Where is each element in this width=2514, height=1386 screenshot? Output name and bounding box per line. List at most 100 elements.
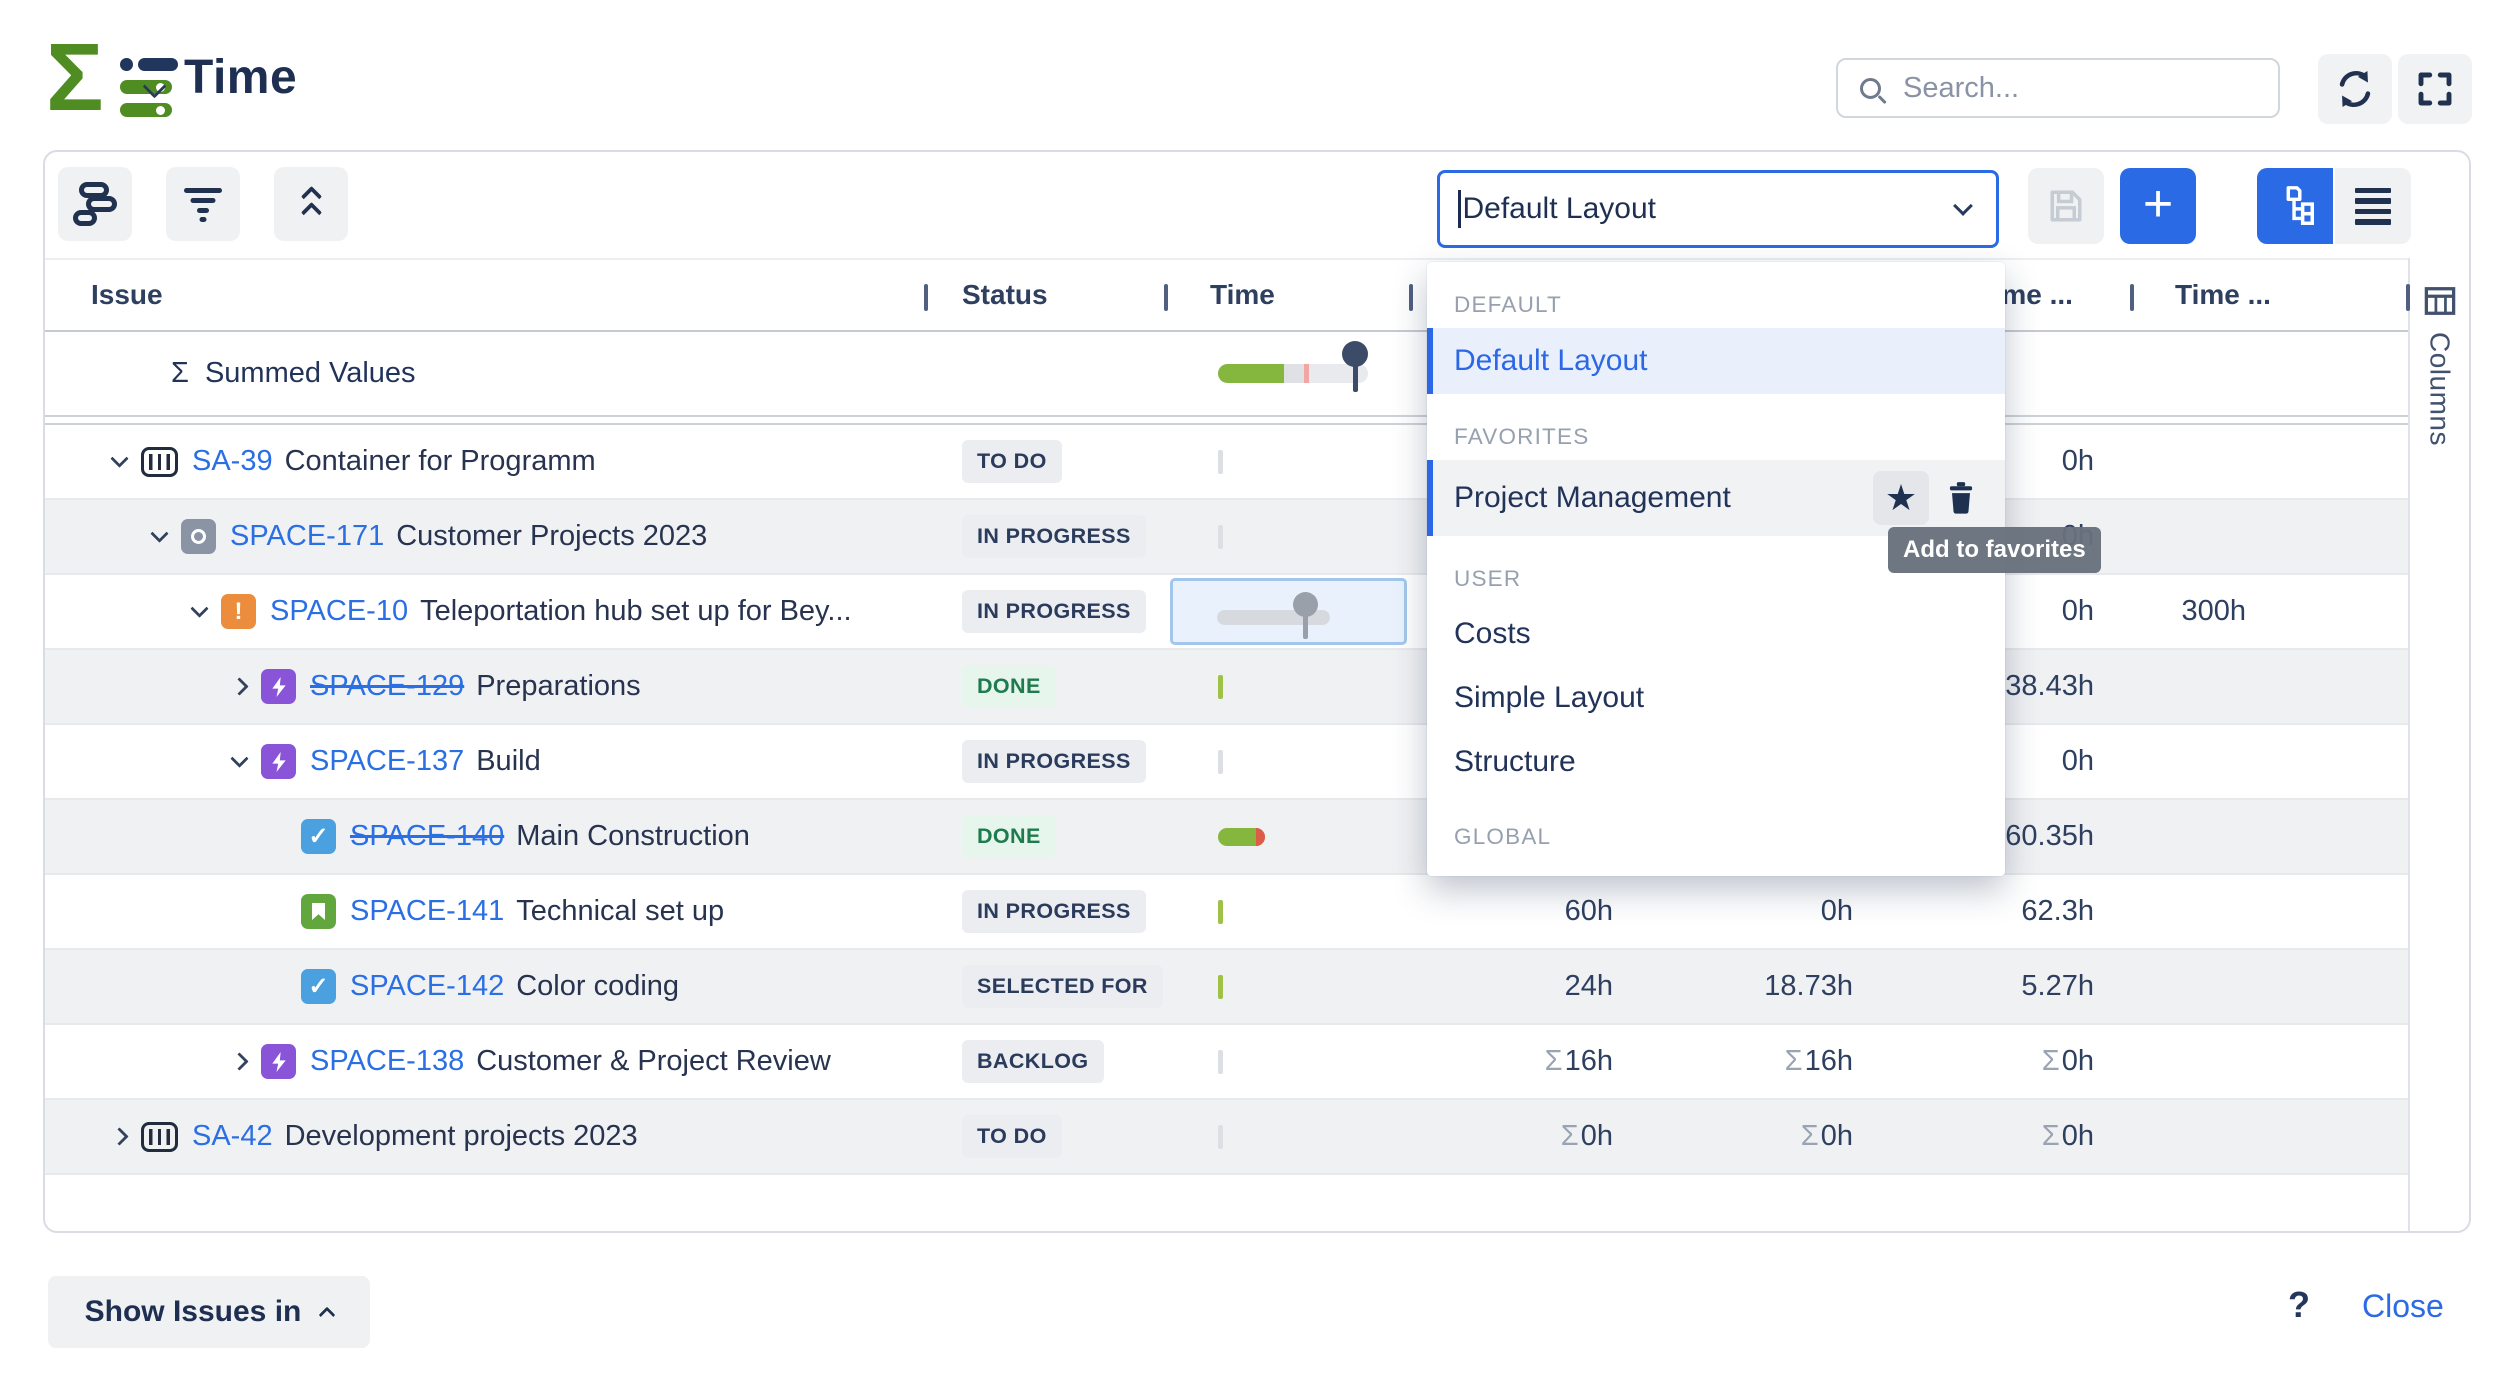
check-issue-type-icon: ✓ [301,969,336,1004]
chevron-down-icon[interactable] [217,749,261,768]
menu-section-label: FAVORITES [1454,424,1590,449]
summed-progress-cell[interactable] [1166,341,1411,392]
text-caret [1458,190,1461,228]
subproject-issue-type-icon [181,519,216,554]
issue-row-space-142[interactable]: ✓ SPACE-142 Color coding SELECTED FOR 24h 18.… [45,950,2408,1025]
issue-key-link[interactable]: SPACE-137 [310,745,465,777]
time-tracker-cell[interactable] [1166,575,1411,648]
container-issue-type-icon [141,1121,178,1152]
menu-item-simple-layout[interactable]: Simple Layout [1427,666,2005,730]
group-rows-icon [73,182,117,226]
menu-item-structure[interactable]: Structure [1427,730,2005,794]
time-progress-pill [1218,827,1265,846]
filter-button[interactable] [166,167,240,241]
close-link[interactable]: Close [2362,1288,2444,1324]
issue-row-space-10[interactable]: ! SPACE-10 Teleportation hub set up for Be… [45,575,2408,650]
chevron-down-icon[interactable] [97,449,141,468]
tree-view-button[interactable] [2257,168,2333,244]
issue-row-space-129[interactable]: SPACE-129 Preparations DONE 38.43h [45,650,2408,725]
story-issue-type-icon [301,894,336,929]
issue-row-sa-39[interactable]: SA-39 Container for Programm TO DO 0h [45,425,2408,500]
add-to-favorites-tooltip: Add to favorites [1888,527,2101,573]
columns-sidebar-tab[interactable]: Columns [2408,258,2469,1231]
pin-marker-icon [1353,358,1358,392]
issue-key-link[interactable]: SPACE-138 [310,1045,465,1077]
group-rows-button[interactable] [58,167,132,241]
status-badge[interactable]: IN PROGRESS [962,515,1146,558]
show-issues-in-button[interactable]: Show Issues in [48,1276,370,1348]
time-value-cell: 18.73h [1764,970,1853,1002]
issue-key-link[interactable]: SPACE-10 [270,595,409,627]
time-tracker-cell[interactable] [1166,725,1411,798]
search-input[interactable] [1903,71,2243,105]
summed-progress-bar [1218,341,1368,392]
chevron-up-icon [318,1306,336,1324]
time-tracker-cell[interactable] [1166,1025,1411,1098]
column-header-issue[interactable]: Issue [45,260,928,330]
issue-row-space-138[interactable]: SPACE-138 Customer & Project Review BACKLO… [45,1025,2408,1100]
status-badge[interactable]: IN PROGRESS [962,590,1146,633]
menu-item-project-management[interactable]: Project Management ★ [1427,460,2005,536]
time-tick-icon [1218,1049,1223,1074]
favorite-star-button[interactable]: ★ [1873,471,1929,525]
status-badge[interactable]: TO DO [962,440,1062,483]
status-cell: IN PROGRESS [926,575,1166,648]
status-badge[interactable]: SELECTED FOR [962,965,1163,1008]
time-tracker-cell[interactable] [1166,500,1411,573]
chevron-down-icon[interactable] [177,599,221,618]
add-layout-button[interactable]: + [2120,168,2196,244]
issue-key-link[interactable]: SA-39 [192,445,273,477]
menu-item-costs[interactable]: Costs [1427,602,2005,666]
issue-key-link[interactable]: SPACE-140 [350,820,505,852]
sum-sigma-icon: Σ [1784,1045,1803,1077]
save-icon [2050,190,2082,222]
issue-key-link[interactable]: SPACE-171 [230,520,385,552]
issue-summary: Main Construction [516,820,750,852]
fullscreen-button[interactable] [2398,54,2472,124]
delete-trash-button[interactable] [1939,471,1983,525]
issue-key-link[interactable]: SPACE-141 [350,895,505,927]
save-layout-button[interactable] [2028,168,2104,244]
table-columns-icon [2424,287,2455,315]
issue-row-space-137[interactable]: SPACE-137 Build IN PROGRESS 0h [45,725,2408,800]
time-value-cell: Σ 0h [1560,1120,1613,1152]
chevron-right-icon[interactable] [217,1052,261,1071]
issue-row-sa-42[interactable]: SA-42 Development projects 2023 TO DO Σ 0h Σ 0… [45,1100,2408,1175]
menu-item-default-layout[interactable]: Default Layout [1427,328,2005,394]
issue-row-space-141[interactable]: SPACE-141 Technical set up IN PROGRESS 60h 0… [45,875,2408,950]
column-header-time-remaining[interactable]: Time ... [2132,260,2410,330]
status-badge[interactable]: DONE [962,815,1056,858]
search-icon [1860,77,1881,99]
time-tracker-cell[interactable] [1166,875,1411,948]
time-tracker-cell[interactable] [1166,950,1411,1023]
column-header-time[interactable]: Time [1166,260,1413,330]
refresh-button[interactable] [2318,54,2392,124]
refresh-icon [2339,70,2371,108]
chevron-right-icon[interactable] [217,677,261,696]
collapse-all-button[interactable] [274,167,348,241]
help-button[interactable]: ? [2288,1284,2310,1325]
time-tracker-cell[interactable] [1166,425,1411,498]
search-box[interactable] [1836,58,2280,118]
issue-key-link[interactable]: SPACE-142 [350,970,505,1002]
issue-key-link[interactable]: SPACE-129 [310,670,465,702]
chevron-right-icon[interactable] [97,1127,141,1146]
list-view-button[interactable] [2335,168,2411,244]
status-badge[interactable]: IN PROGRESS [962,740,1146,783]
status-badge[interactable]: IN PROGRESS [962,890,1146,933]
layout-select[interactable]: Default Layout [1437,170,1999,248]
issue-row-space-140[interactable]: ✓ SPACE-140 Main Construction DONE 60.35h [45,800,2408,875]
time-tracker-cell[interactable] [1166,1100,1411,1173]
column-header-status[interactable]: Status [926,260,1168,330]
status-badge[interactable]: DONE [962,665,1056,708]
time-tracker-cell[interactable] [1166,800,1411,873]
time-tracker-cell[interactable] [1166,650,1411,723]
status-badge[interactable]: BACKLOG [962,1040,1104,1083]
menu-section-label: GLOBAL [1454,824,1552,849]
app-logo-sigma-icon: Σ [46,30,186,132]
status-badge[interactable]: TO DO [962,1115,1062,1158]
time-value-cell: 5.27h [2021,970,2094,1002]
issue-key-link[interactable]: SA-42 [192,1120,273,1152]
chevron-down-icon[interactable] [137,524,181,543]
selected-time-cell[interactable] [1170,578,1407,645]
